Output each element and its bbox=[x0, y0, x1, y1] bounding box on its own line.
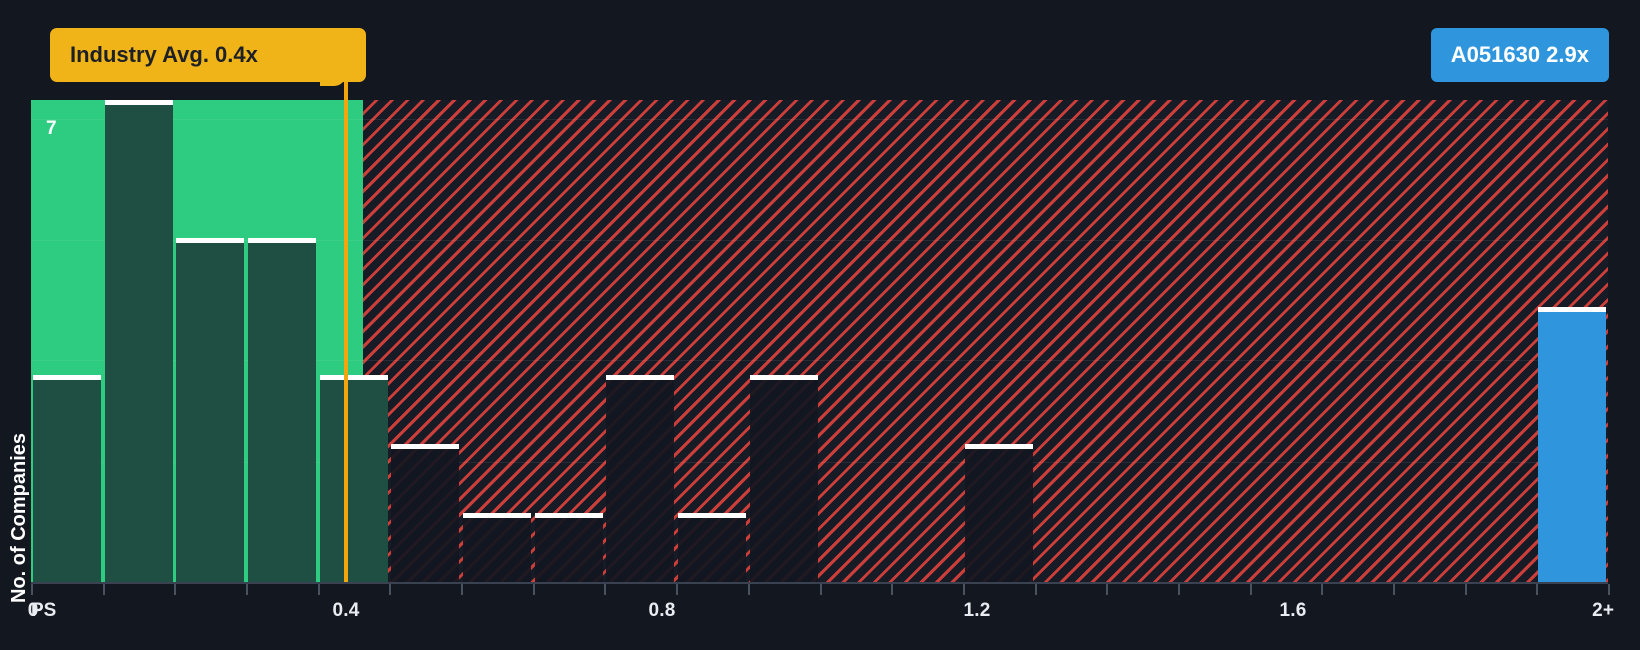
bar[interactable] bbox=[965, 444, 1033, 582]
gridline bbox=[31, 240, 1608, 241]
x-axis-tick bbox=[963, 584, 965, 595]
bar-body bbox=[463, 518, 531, 582]
bar-body bbox=[33, 380, 101, 582]
x-axis-tick bbox=[174, 584, 176, 595]
x-axis-tick bbox=[1393, 584, 1395, 595]
x-axis-tick bbox=[1608, 584, 1610, 595]
bar[interactable] bbox=[33, 375, 101, 582]
x-axis-tick-label: 0.8 bbox=[648, 600, 676, 621]
x-axis-tick bbox=[1178, 584, 1180, 595]
bar-body bbox=[320, 380, 388, 582]
x-axis-tick bbox=[1465, 584, 1467, 595]
bar[interactable] bbox=[105, 100, 173, 582]
bar-body bbox=[248, 243, 316, 582]
x-axis-tick-label: 0.4 bbox=[332, 600, 360, 621]
bar-cap bbox=[33, 375, 101, 380]
bar-cap bbox=[965, 444, 1033, 449]
bar[interactable] bbox=[391, 444, 459, 582]
x-axis-tick bbox=[461, 584, 463, 595]
x-axis-tick bbox=[604, 584, 606, 595]
x-axis-tick-label: 1.2 bbox=[963, 600, 991, 621]
x-axis-tick bbox=[31, 584, 33, 595]
x-axis-tick bbox=[1250, 584, 1252, 595]
bar[interactable] bbox=[750, 375, 818, 582]
bar-cap bbox=[463, 513, 531, 518]
x-axis-tick-label: 2+ bbox=[1592, 600, 1615, 621]
gridline bbox=[31, 119, 1608, 120]
bar-cap bbox=[176, 238, 244, 243]
bar-cap bbox=[535, 513, 603, 518]
x-axis-tick bbox=[891, 584, 893, 595]
chart-plot-area bbox=[31, 100, 1608, 582]
bar[interactable] bbox=[463, 513, 531, 582]
x-axis-tick bbox=[318, 584, 320, 595]
y-axis-title: No. of Companies bbox=[8, 432, 30, 603]
x-axis-tick bbox=[389, 584, 391, 595]
bar-cap bbox=[1538, 307, 1606, 312]
bar[interactable] bbox=[320, 375, 388, 582]
bar-body bbox=[606, 380, 674, 582]
x-axis-tick bbox=[1536, 584, 1538, 595]
x-axis-tick bbox=[1035, 584, 1037, 595]
x-axis-tick bbox=[748, 584, 750, 595]
x-axis-tick-label: 0 bbox=[27, 600, 39, 621]
bar[interactable] bbox=[248, 238, 316, 582]
x-axis-tick bbox=[1321, 584, 1323, 595]
bar-body bbox=[965, 449, 1033, 582]
x-axis-tick bbox=[533, 584, 535, 595]
x-axis-tick bbox=[1106, 584, 1108, 595]
bar-cap bbox=[320, 375, 388, 380]
x-axis-tick-label: 1.6 bbox=[1279, 600, 1307, 621]
x-axis-tick bbox=[246, 584, 248, 595]
gridline bbox=[31, 360, 1608, 361]
bar-body bbox=[535, 518, 603, 582]
bar-cap bbox=[391, 444, 459, 449]
industry-average-badge[interactable]: Industry Avg. 0.4x bbox=[50, 28, 366, 82]
y-axis-max-label: 7 bbox=[46, 118, 57, 139]
overvalued-zone-hatched bbox=[363, 100, 1608, 582]
bar-body bbox=[391, 449, 459, 582]
x-axis-tick bbox=[103, 584, 105, 595]
bar[interactable] bbox=[176, 238, 244, 582]
x-axis-tick bbox=[820, 584, 822, 595]
bar-cap bbox=[678, 513, 746, 518]
bar-body bbox=[678, 518, 746, 582]
bar[interactable] bbox=[535, 513, 603, 582]
bar-body bbox=[1538, 312, 1606, 582]
company-badge[interactable]: A051630 2.9x bbox=[1430, 28, 1609, 82]
gridline bbox=[31, 462, 1608, 463]
industry-average-badge-label: Industry Avg. 0.4x bbox=[70, 42, 258, 67]
company-badge-label: A051630 2.9x bbox=[1450, 42, 1589, 67]
bar[interactable] bbox=[678, 513, 746, 582]
bar-company-highlight[interactable] bbox=[1538, 307, 1606, 582]
bar-body bbox=[750, 380, 818, 582]
x-axis-prefix-label: PS bbox=[31, 600, 57, 621]
bar-cap bbox=[105, 100, 173, 105]
bar-body bbox=[105, 105, 173, 582]
bar-cap bbox=[248, 238, 316, 243]
x-axis-tick bbox=[676, 584, 678, 595]
bar[interactable] bbox=[606, 375, 674, 582]
bar-cap bbox=[606, 375, 674, 380]
bar-cap bbox=[750, 375, 818, 380]
bar-body bbox=[176, 243, 244, 582]
x-axis-line bbox=[31, 582, 1608, 584]
industry-average-line bbox=[344, 72, 348, 582]
